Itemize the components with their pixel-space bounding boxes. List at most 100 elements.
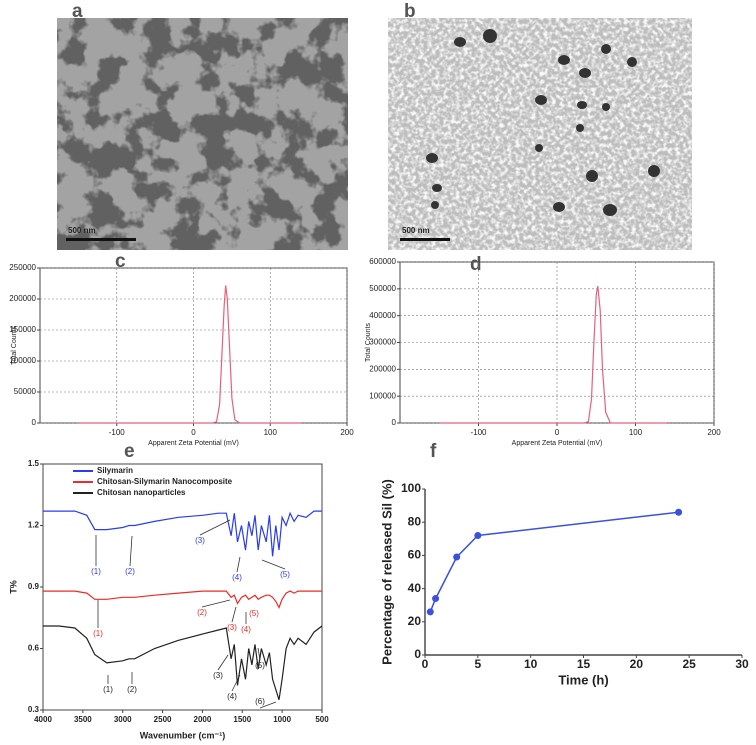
legend-label: Chitosan nanoparticles xyxy=(97,488,186,497)
x-axis-label: Wavenumber (cm⁻¹) xyxy=(140,730,225,740)
annotation: (4) xyxy=(227,692,237,701)
x-tick-label: 500 xyxy=(315,715,329,724)
x-axis-label: Apparent Zeta Potential (mV) xyxy=(148,440,239,447)
y-tick-label: 0.3 xyxy=(28,705,40,714)
y-tick-label: 600000 xyxy=(369,257,396,266)
data-line xyxy=(43,625,323,700)
micrograph-a xyxy=(57,18,348,250)
annotation: (3) xyxy=(213,671,223,680)
x-tick-label: -100 xyxy=(470,428,487,437)
y-axis-label: Total Counts xyxy=(365,323,372,362)
chart-panel: c 0 50000 100000 150000 200000 250000 -100 0 100 2… xyxy=(9,251,354,447)
y-tick-label: 300000 xyxy=(369,338,396,347)
y-tick-label: 0 xyxy=(414,647,421,661)
x-tick-label: 0 xyxy=(555,428,560,437)
x-tick-label: -100 xyxy=(109,428,126,437)
x-tick-label: 30 xyxy=(735,657,749,671)
x-tick-label: 1000 xyxy=(273,715,291,724)
x-tick-label: 3000 xyxy=(114,715,132,724)
annotation: (5) xyxy=(280,570,290,579)
data-point xyxy=(453,553,461,561)
y-tick-label: 1.5 xyxy=(28,459,40,468)
y-tick-label: 0.6 xyxy=(28,644,40,653)
annotation-arrow xyxy=(257,647,261,661)
panel-label: e xyxy=(124,441,135,462)
annotation: (6) xyxy=(255,697,265,706)
data-line xyxy=(78,285,301,424)
y-tick-label: 60 xyxy=(408,548,422,562)
x-tick-label: 200 xyxy=(340,428,354,437)
y-tick-label: 100 xyxy=(401,481,421,495)
y-tick-label: 250000 xyxy=(9,263,36,272)
annotation-arrow xyxy=(217,654,229,671)
data-point xyxy=(675,508,683,516)
data-line xyxy=(43,510,322,557)
y-axis-label: Percentage of released Sil (%) xyxy=(379,479,394,665)
x-tick-label: 2500 xyxy=(154,715,172,724)
legend-label: Chitosan-Silymarin Nanocomposite xyxy=(97,477,233,486)
x-tick-label: 3500 xyxy=(74,715,92,724)
data-line xyxy=(43,590,322,609)
legend-label: Silymarin xyxy=(97,466,133,475)
y-tick-label: 40 xyxy=(408,581,422,595)
data-line xyxy=(429,511,679,613)
annotation: (2) xyxy=(127,685,137,694)
annotation: (4) xyxy=(241,625,251,634)
y-tick-label: 400000 xyxy=(369,311,396,320)
annotation-arrow xyxy=(201,599,231,608)
x-axis-label: Time (h) xyxy=(558,672,608,687)
annotation: (5) xyxy=(249,609,259,618)
scale-bar-label: 500 nm xyxy=(402,226,430,235)
x-tick-label: 200 xyxy=(707,428,721,437)
x-tick-label: 25 xyxy=(682,657,696,671)
annotation: (2) xyxy=(197,608,207,617)
annotation-arrow xyxy=(231,674,241,692)
x-tick-label: 5 xyxy=(474,657,481,671)
x-tick-label: 4000 xyxy=(34,715,52,724)
x-tick-label: 10 xyxy=(524,657,538,671)
plot-frame xyxy=(42,463,323,711)
annotation: (3) xyxy=(195,536,205,545)
panel-label: d xyxy=(470,254,482,275)
annotation-arrow xyxy=(261,559,286,570)
chart-panel: d 0 100000 200000 300000 400000 500000 600000 -1… xyxy=(365,254,721,447)
x-tick-label: 100 xyxy=(264,428,278,437)
annotation-arrow xyxy=(231,606,237,623)
data-point xyxy=(432,595,440,603)
y-tick-label: 100000 xyxy=(9,356,36,365)
panel-label: a xyxy=(72,1,83,22)
data-point xyxy=(474,531,482,539)
x-tick-label: 2000 xyxy=(194,715,212,724)
annotation: (1) xyxy=(103,685,113,694)
annotation: (5) xyxy=(255,661,265,670)
x-axis-label: Apparent Zeta Potential (mV) xyxy=(512,440,603,447)
y-tick-label: 150000 xyxy=(9,325,36,334)
panel-label: f xyxy=(430,441,437,462)
y-tick-label: 500000 xyxy=(369,284,396,293)
panel-label: c xyxy=(115,251,126,272)
data-point xyxy=(426,608,434,616)
x-tick-label: 20 xyxy=(630,657,644,671)
annotation: (1) xyxy=(91,567,101,576)
scale-bar-label: 500 nm xyxy=(68,226,96,235)
y-tick-label: 20 xyxy=(408,614,422,628)
annotation-arrow xyxy=(259,701,277,709)
micrograph-b xyxy=(388,18,692,250)
x-tick-label: 0 xyxy=(191,428,196,437)
chart-panel: e 0.3 0.6 0.9 1.2 1.5 4000 3500 3000 2500 2000 1500… xyxy=(8,441,329,740)
x-tick-label: 100 xyxy=(629,428,643,437)
y-tick-label: 1.2 xyxy=(28,521,40,530)
annotation-arrow xyxy=(129,535,133,567)
y-axis-label: T% xyxy=(8,580,18,594)
annotation: (2) xyxy=(125,567,135,576)
annotation-arrow xyxy=(199,519,231,536)
y-tick-label: 80 xyxy=(408,514,422,528)
y-tick-label: 200000 xyxy=(369,364,396,373)
x-tick-label: 0 xyxy=(422,657,429,671)
y-tick-label: 50000 xyxy=(14,387,37,396)
x-tick-label: 15 xyxy=(577,657,591,671)
y-tick-label: 100000 xyxy=(369,391,396,400)
annotation: (1) xyxy=(93,629,103,638)
